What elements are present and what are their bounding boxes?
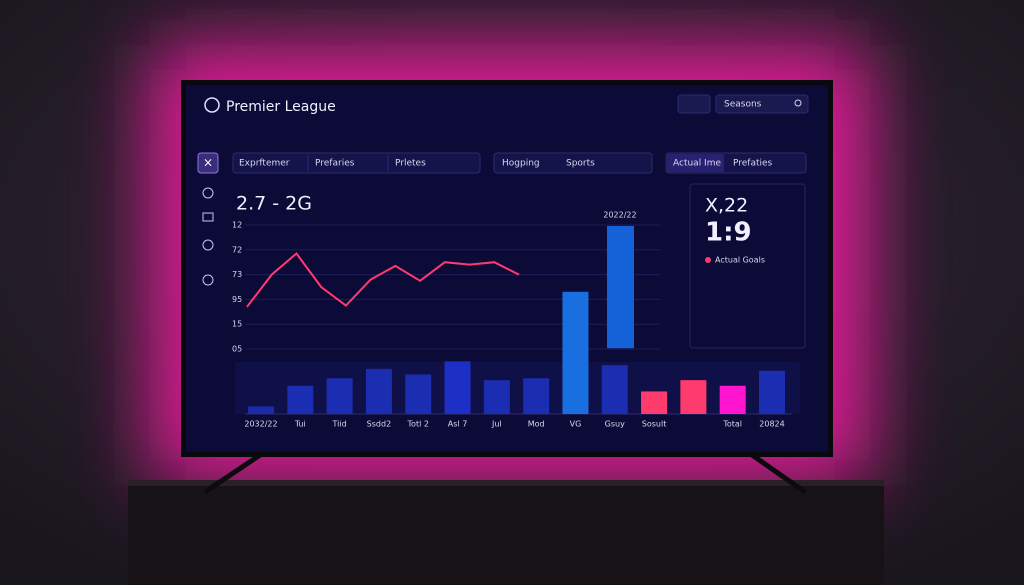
y-tick-label: 95 [232, 295, 242, 304]
filter-group[interactable] [493, 152, 653, 174]
bar [523, 378, 550, 414]
filter-label: Prefaries [315, 159, 355, 169]
bar [326, 378, 353, 414]
x-tick-label: Tui [294, 420, 306, 429]
search-box[interactable] [715, 94, 809, 114]
headline: 2.7 - 2G [236, 193, 312, 215]
y-tick-label: 73 [232, 270, 242, 279]
filter-label: Actual Ime [673, 159, 721, 169]
bar [365, 368, 392, 414]
bar [483, 380, 510, 414]
bar [248, 406, 274, 414]
close-button[interactable] [197, 152, 219, 174]
bar [719, 385, 746, 414]
bar [680, 380, 707, 414]
x-tick-label: 20824 [759, 420, 784, 429]
filter-label: Hogping [502, 159, 540, 169]
legend-label: Actual Goals [715, 256, 765, 265]
x-tick-label: Ssdd2 [367, 420, 392, 429]
sidebar-icon[interactable] [202, 274, 214, 286]
sidebar-icon[interactable] [202, 187, 214, 199]
cabinet [128, 480, 884, 585]
filter-label: Prletes [395, 159, 426, 169]
bar [444, 361, 471, 414]
sidebar-icon[interactable] [202, 212, 214, 222]
tv-leg [750, 452, 807, 495]
tv-leg [203, 452, 262, 495]
search-text: Seasons [724, 100, 762, 110]
bar [641, 391, 668, 414]
y-tick-label: 12 [232, 221, 242, 230]
logo [204, 97, 220, 113]
filter-group[interactable] [232, 152, 481, 174]
highlight-bar [607, 226, 634, 349]
bar [287, 385, 314, 414]
app-title: Premier League [226, 99, 336, 115]
cabinet-top [128, 480, 884, 486]
filter-label: Exprftemer [239, 159, 290, 169]
x-tick-label: VG [570, 420, 582, 429]
y-tick-label: 15 [232, 320, 242, 329]
bar [601, 365, 628, 414]
filter-label: Prefaties [733, 159, 773, 169]
bar-panel [235, 362, 800, 414]
legend-dot [705, 257, 711, 263]
bar [759, 370, 785, 414]
summary-label: X,22 [705, 195, 748, 217]
y-tick-label: 72 [232, 245, 242, 254]
x-tick-label: Totl 2 [407, 420, 429, 429]
search-icon [794, 99, 802, 107]
y-tick-label: 05 [232, 345, 242, 354]
summary-score: 1:9 [705, 218, 752, 248]
x-tick-label: Jul [491, 420, 502, 429]
x-tick-label: Mod [528, 420, 545, 429]
sidebar-icon[interactable] [202, 239, 214, 251]
x-tick-label: 2032/22 [244, 420, 277, 429]
active-filter[interactable] [667, 154, 724, 172]
x-tick-label: Total [722, 420, 742, 429]
x-tick-label: Gsuy [605, 420, 625, 429]
x-tick-label: Asl 7 [448, 420, 468, 429]
summary-panel [689, 183, 806, 349]
filter-label: Sports [566, 159, 595, 169]
x-tick-label: Sosult [642, 420, 667, 429]
bar [405, 374, 432, 414]
menu-button[interactable] [677, 94, 711, 114]
highlight-label: 2022/22 [603, 211, 636, 220]
line-series [246, 252, 520, 308]
x-tick-label: Tiid [332, 420, 347, 429]
close-icon: × [203, 156, 213, 170]
bar [562, 291, 589, 414]
